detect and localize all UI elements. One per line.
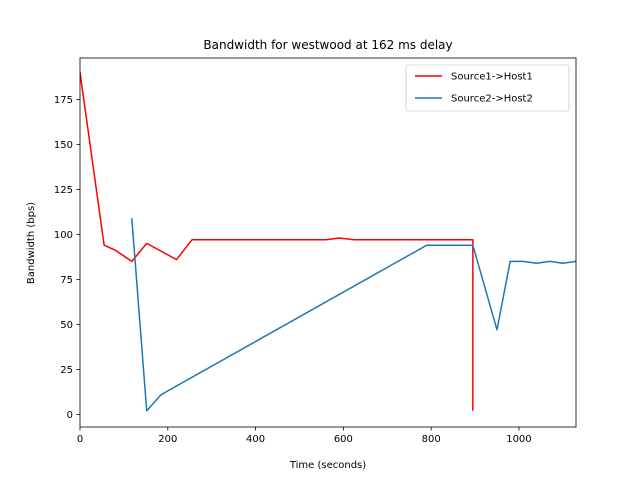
x-tick-label: 0 [77,434,83,445]
x-tick-label: 1000 [506,434,531,445]
series-line-2 [131,218,576,412]
y-tick-label: 150 [54,140,73,151]
y-tick-label: 0 [67,410,73,421]
y-tick-label: 75 [60,275,73,286]
x-tick-label: 400 [246,434,265,445]
plot-area [79,57,577,428]
legend: Source1->Host1 Source2->Host2 [405,64,570,112]
y-axis-label: Bandwidth (bps) [26,202,37,284]
chart-title: Bandwidth for westwood at 162 ms delay [203,38,452,52]
legend-label-2: Source2->Host2 [451,94,533,105]
y-tick-label: 175 [54,95,73,106]
x-axis-label: Time (seconds) [289,460,366,471]
legend-box [405,64,570,112]
x-tick-label: 800 [422,434,441,445]
axis-ticks: 0 200 400 600 800 1000 0 25 50 75 100 125 150 175 [54,95,532,445]
x-tick-label: 600 [334,434,353,445]
y-tick-label: 100 [54,230,73,241]
x-tick-label: 200 [158,434,177,445]
y-tick-label: 125 [54,185,73,196]
axes-frame [79,57,577,428]
series-line-1 [80,72,474,411]
legend-label-1: Source1->Host1 [451,72,533,83]
y-tick-label: 25 [60,365,73,376]
y-tick-label: 50 [60,320,73,331]
